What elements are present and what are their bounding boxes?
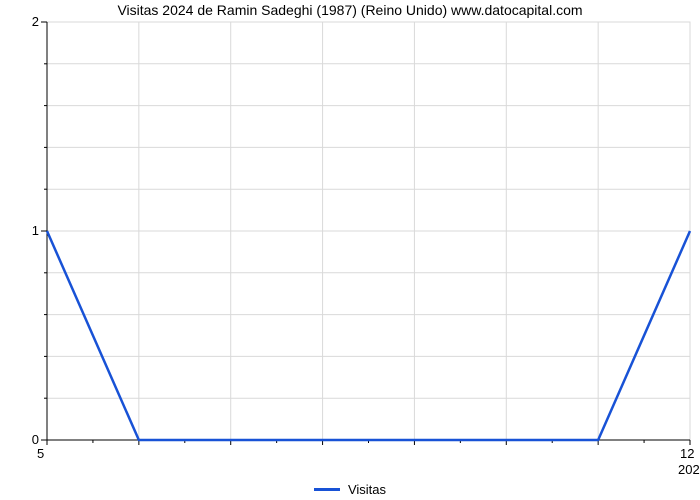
chart-svg bbox=[0, 0, 700, 500]
chart-title: Visitas 2024 de Ramin Sadeghi (1987) (Re… bbox=[0, 2, 700, 18]
x-tick-label: 12 bbox=[680, 446, 694, 461]
y-tick-label: 0 bbox=[9, 432, 39, 447]
legend-swatch bbox=[314, 488, 340, 491]
legend-label: Visitas bbox=[348, 482, 386, 497]
x-right-sublabel: 202 bbox=[678, 462, 700, 477]
y-tick-label: 1 bbox=[9, 223, 39, 238]
legend: Visitas bbox=[0, 482, 700, 497]
line-chart: Visitas 2024 de Ramin Sadeghi (1987) (Re… bbox=[0, 0, 700, 500]
x-tick-label: 5 bbox=[37, 446, 44, 461]
y-tick-label: 2 bbox=[9, 14, 39, 29]
